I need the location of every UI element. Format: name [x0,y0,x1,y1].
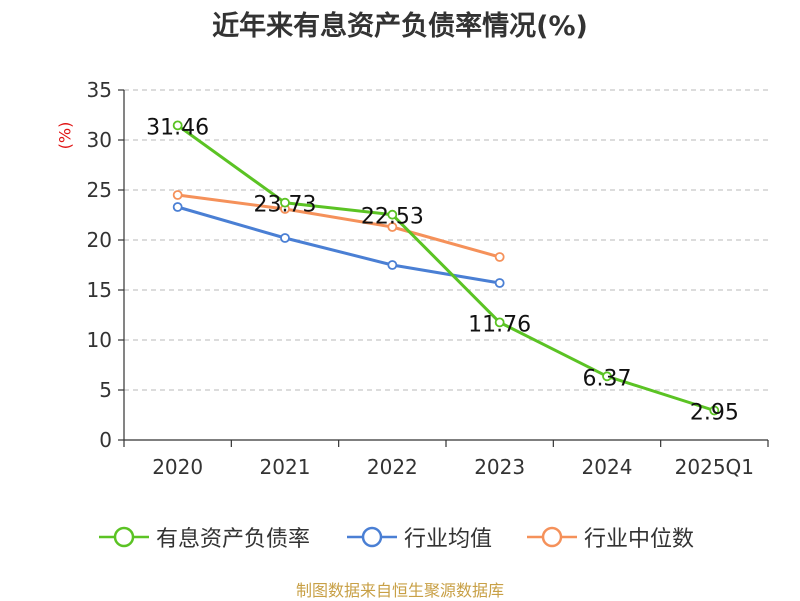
legend-label: 行业均值 [404,527,493,552]
legend-line-marker-icon [347,526,397,548]
series-point-2 [387,222,398,232]
y-tick-label: 25 [87,178,112,202]
legend-line-marker-icon [527,526,577,548]
y-tick-label: 35 [87,78,112,102]
series-point-2 [494,252,505,262]
data-label: 2.95 [690,401,739,426]
y-tick-label: 20 [87,228,112,252]
y-tick-label: 10 [87,328,112,352]
series-point-1 [172,202,183,212]
data-label: 11.76 [468,312,531,337]
series-point-1 [387,260,398,270]
series-point-0 [494,317,505,328]
series-point-0 [280,197,290,208]
x-tick-label: 2020 [152,455,203,479]
legend: 有息资产负债率 行业均值 行业中位数 [0,520,800,554]
series-line-1 [177,205,500,285]
legend-line-marker-icon [99,526,149,548]
legend-item-series-0[interactable]: 有息资产负债率 [98,520,310,554]
series-point-0 [172,120,183,131]
data-label: 31.46 [146,115,209,140]
data-label: 22.53 [361,205,424,230]
series-point-0 [387,209,398,220]
y-tick-label: 30 [87,128,112,152]
series-point-2 [172,190,183,200]
legend-item-series-1[interactable]: 行业均值 [346,520,492,554]
y-tick-label: 15 [87,278,112,302]
legend-item-series-2[interactable]: 行业中位数 [526,520,694,554]
series-point-1 [280,233,290,243]
series-line-2 [177,193,501,259]
x-tick-label: 2024 [582,455,633,479]
series-point-0 [709,405,720,416]
data-label: 23.73 [254,193,317,218]
series-point-1 [494,278,505,288]
data-source-note: 制图数据来自恒生聚源数据库 [295,581,504,600]
y-tick-label: 5 [99,378,112,402]
x-tick-label: 2021 [260,455,311,479]
data-label: 6.37 [583,366,632,391]
legend-label: 行业中位数 [584,527,695,552]
chart-title: 近年来有息资产负债率情况(%) [212,11,588,42]
series-line-0 [176,124,715,412]
series-point-0 [602,371,612,382]
x-tick-label: 2022 [367,455,418,479]
x-tick-label: 2023 [474,455,525,479]
legend-label: 有息资产负债率 [156,527,311,552]
x-tick-label: 2025Q1 [675,455,754,479]
y-tick-label: 0 [99,428,112,452]
